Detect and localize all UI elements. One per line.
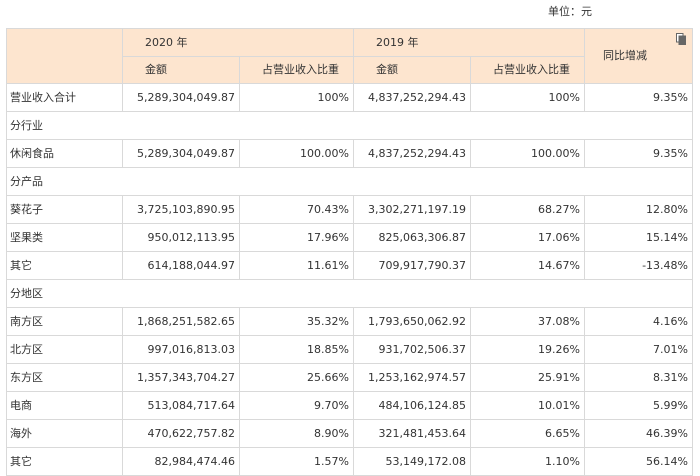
section-label: 分行业 <box>6 111 693 140</box>
amount-2020-cell: 950,012,113.95 <box>122 223 240 252</box>
row-label: 葵花子 <box>6 195 123 224</box>
table-row: 其它 82,984,474.46 1.57% 53,149,172.08 1.10% 56… <box>6 447 693 476</box>
yoy-cell: 7.01% <box>584 335 693 364</box>
revenue-breakdown-table: 2020 年 2019 年 同比增减 金额 占营业收入比重 金额 占营业收入比重… <box>6 28 693 476</box>
yoy-cell: 12.80% <box>584 195 693 224</box>
header-year-2020: 2020 年 <box>122 28 354 57</box>
copy-icon[interactable] <box>676 33 686 45</box>
ratio-2019-cell: 37.08% <box>470 307 585 336</box>
amount-2020-cell: 1,357,343,704.27 <box>122 363 240 392</box>
table-row: 海外 470,622,757.82 8.90% 321,481,453.64 6.65%… <box>6 419 693 448</box>
amount-2020-cell: 470,622,757.82 <box>122 419 240 448</box>
amount-2020-cell: 3,725,103,890.95 <box>122 195 240 224</box>
ratio-2019-cell: 100.00% <box>470 139 585 168</box>
yoy-cell: 5.99% <box>584 391 693 420</box>
ratio-2019-cell: 14.67% <box>470 251 585 280</box>
amount-2019-cell: 321,481,453.64 <box>353 419 471 448</box>
amount-2019-cell: 4,837,252,294.43 <box>353 83 471 112</box>
table-row: 其它 614,188,044.97 11.61% 709,917,790.37 14.6… <box>6 251 693 280</box>
ratio-2019-cell: 100% <box>470 83 585 112</box>
ratio-2019-cell: 6.65% <box>470 419 585 448</box>
header-amount-2019: 金额 <box>353 56 471 84</box>
row-label: 坚果类 <box>6 223 123 252</box>
row-label: 其它 <box>6 447 123 476</box>
ratio-2020-cell: 35.32% <box>239 307 354 336</box>
ratio-2020-cell: 70.43% <box>239 195 354 224</box>
yoy-cell: 15.14% <box>584 223 693 252</box>
ratio-2020-cell: 100.00% <box>239 139 354 168</box>
header-amount-2020: 金额 <box>122 56 240 84</box>
yoy-cell: -13.48% <box>584 251 693 280</box>
table-row: 坚果类 950,012,113.95 17.96% 825,063,306.87 17.… <box>6 223 693 252</box>
header-year-2019: 2019 年 <box>353 28 585 57</box>
row-label: 北方区 <box>6 335 123 364</box>
table-row: 休闲食品 5,289,304,049.87 100.00% 4,837,252,294… <box>6 139 693 168</box>
table-row: 电商 513,084,717.64 9.70% 484,106,124.85 10.01… <box>6 391 693 420</box>
row-label: 海外 <box>6 419 123 448</box>
ratio-2019-cell: 17.06% <box>470 223 585 252</box>
amount-2019-cell: 709,917,790.37 <box>353 251 471 280</box>
yoy-cell: 46.39% <box>584 419 693 448</box>
header-yoy-label: 同比增减 <box>603 49 647 62</box>
ratio-2020-cell: 8.90% <box>239 419 354 448</box>
ratio-2019-cell: 25.91% <box>470 363 585 392</box>
table-body: 营业收入合计 5,289,304,049.87 100% 4,837,252,294.… <box>6 83 693 476</box>
section-row: 分行业 <box>6 111 693 140</box>
ratio-2019-cell: 10.01% <box>470 391 585 420</box>
row-label: 东方区 <box>6 363 123 392</box>
header-blank-cell <box>6 28 123 84</box>
table-row: 东方区 1,357,343,704.27 25.66% 1,253,162,974.5… <box>6 363 693 392</box>
amount-2019-cell: 3,302,271,197.19 <box>353 195 471 224</box>
ratio-2019-cell: 68.27% <box>470 195 585 224</box>
amount-2019-cell: 931,702,506.37 <box>353 335 471 364</box>
ratio-2020-cell: 25.66% <box>239 363 354 392</box>
section-label: 分产品 <box>6 167 693 196</box>
ratio-2020-cell: 11.61% <box>239 251 354 280</box>
header-ratio-2020: 占营业收入比重 <box>239 56 354 84</box>
ratio-2020-cell: 9.70% <box>239 391 354 420</box>
section-row: 分地区 <box>6 279 693 308</box>
amount-2020-cell: 82,984,474.46 <box>122 447 240 476</box>
amount-2019-cell: 825,063,306.87 <box>353 223 471 252</box>
yoy-cell: 9.35% <box>584 139 693 168</box>
table-row: 营业收入合计 5,289,304,049.87 100% 4,837,252,294.… <box>6 83 693 112</box>
row-label: 南方区 <box>6 307 123 336</box>
amount-2020-cell: 5,289,304,049.87 <box>122 139 240 168</box>
amount-2019-cell: 53,149,172.08 <box>353 447 471 476</box>
ratio-2020-cell: 17.96% <box>239 223 354 252</box>
ratio-2019-cell: 1.10% <box>470 447 585 476</box>
section-label: 分地区 <box>6 279 693 308</box>
amount-2020-cell: 614,188,044.97 <box>122 251 240 280</box>
amount-2020-cell: 513,084,717.64 <box>122 391 240 420</box>
row-label: 休闲食品 <box>6 139 123 168</box>
amount-2020-cell: 997,016,813.03 <box>122 335 240 364</box>
ratio-2020-cell: 1.57% <box>239 447 354 476</box>
amount-2019-cell: 4,837,252,294.43 <box>353 139 471 168</box>
amount-2019-cell: 484,106,124.85 <box>353 391 471 420</box>
yoy-cell: 4.16% <box>584 307 693 336</box>
table-row: 南方区 1,868,251,582.65 35.32% 1,793,650,062.9… <box>6 307 693 336</box>
section-row: 分产品 <box>6 167 693 196</box>
ratio-2019-cell: 19.26% <box>470 335 585 364</box>
row-label: 电商 <box>6 391 123 420</box>
ratio-2020-cell: 18.85% <box>239 335 354 364</box>
amount-2020-cell: 1,868,251,582.65 <box>122 307 240 336</box>
ratio-2020-cell: 100% <box>239 83 354 112</box>
amount-2019-cell: 1,793,650,062.92 <box>353 307 471 336</box>
amount-2020-cell: 5,289,304,049.87 <box>122 83 240 112</box>
yoy-cell: 9.35% <box>584 83 693 112</box>
yoy-cell: 8.31% <box>584 363 693 392</box>
table-row: 葵花子 3,725,103,890.95 70.43% 3,302,271,197.1… <box>6 195 693 224</box>
header-yoy: 同比增减 <box>584 28 693 84</box>
yoy-cell: 56.14% <box>584 447 693 476</box>
amount-2019-cell: 1,253,162,974.57 <box>353 363 471 392</box>
unit-label: 单位：元 <box>548 5 592 18</box>
table-row: 北方区 997,016,813.03 18.85% 931,702,506.37 19.… <box>6 335 693 364</box>
row-label: 营业收入合计 <box>6 83 123 112</box>
row-label: 其它 <box>6 251 123 280</box>
header-ratio-2019: 占营业收入比重 <box>470 56 585 84</box>
